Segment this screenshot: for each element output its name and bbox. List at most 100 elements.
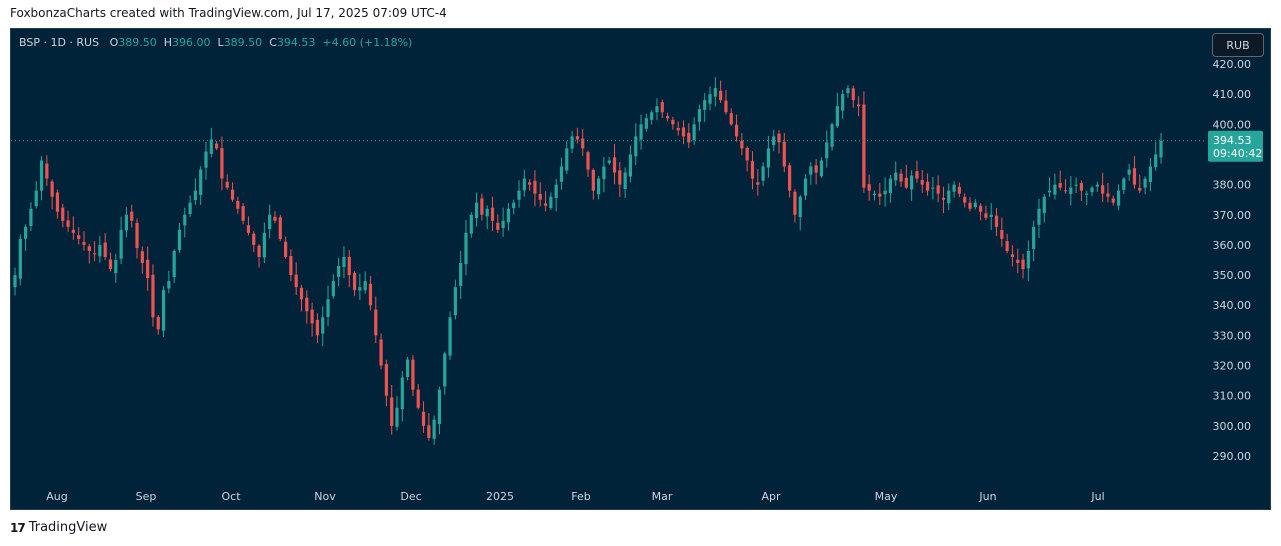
candle-body [676, 127, 680, 131]
candle-body [989, 214, 993, 217]
candle-body [1085, 193, 1089, 195]
candle-body [236, 200, 240, 209]
candle-body [18, 238, 22, 279]
candle-body [1021, 259, 1025, 270]
chart-panel[interactable]: 420.00410.00400.00390.00380.00370.00360.… [10, 28, 1271, 510]
candle-body [193, 190, 197, 201]
x-tick-label: 2025 [486, 490, 514, 503]
candle-body [1069, 187, 1073, 195]
candle-body [597, 178, 601, 195]
price-badge [1208, 130, 1263, 162]
open-value: 389.50 [118, 36, 157, 49]
currency-button[interactable]: RUB [1212, 33, 1264, 57]
candle-body [894, 172, 898, 181]
x-tick-label: Aug [46, 490, 67, 503]
candle-body [628, 154, 633, 177]
candle-body [151, 274, 155, 318]
candle-body [846, 88, 850, 94]
high-value: 396.00 [172, 36, 211, 49]
y-tick-label: 420.00 [1213, 58, 1252, 71]
y-tick-label: 330.00 [1213, 329, 1252, 342]
candle-body [45, 163, 49, 179]
candle-body [1143, 178, 1147, 188]
candle-body [24, 226, 28, 239]
candle-body [501, 220, 505, 228]
candle-body [220, 148, 224, 179]
candle-body [453, 287, 457, 316]
candle-body [671, 119, 675, 125]
candle-body [1047, 190, 1052, 193]
symbol-label[interactable]: BSP · 1D · RUS [19, 36, 100, 49]
candle-body [1090, 187, 1094, 193]
candle-body [342, 256, 346, 268]
candle-body [1095, 184, 1099, 187]
candle-body [644, 118, 648, 129]
candle-body [29, 208, 33, 227]
candle-body [480, 198, 484, 215]
candle-body [246, 225, 251, 233]
candle-body [756, 182, 760, 185]
candle-body [602, 166, 606, 180]
candle-body [374, 309, 378, 336]
candle-body [713, 88, 717, 97]
candle-body [400, 377, 404, 410]
candle-body [772, 136, 776, 146]
candle-body [1111, 198, 1115, 203]
candle-body [862, 104, 866, 188]
candle-body [352, 273, 357, 291]
footer-brand[interactable]: TradingView [28, 520, 108, 535]
candle-body [114, 260, 118, 274]
tradingview-logo-icon[interactable]: 17 [10, 520, 26, 535]
x-tick-label: Jul [1090, 490, 1104, 503]
candle-body [1138, 187, 1142, 191]
candle-body [1010, 254, 1015, 257]
candle-body [798, 196, 802, 218]
candle-body [947, 190, 951, 204]
candle-body [156, 316, 160, 330]
candle-body [729, 113, 733, 125]
candle-body [1000, 230, 1004, 239]
candle-body [474, 202, 479, 219]
y-tick-label: 310.00 [1213, 390, 1252, 403]
y-tick-label: 400.00 [1213, 118, 1252, 131]
candle-body [809, 166, 813, 175]
candle-body [1154, 154, 1158, 168]
candle-body [140, 251, 144, 264]
candle-body [204, 151, 208, 168]
y-tick-label: 320.00 [1213, 360, 1252, 373]
candlestick-chart[interactable]: 420.00410.00400.00390.00380.00370.00360.… [11, 29, 1271, 510]
low-label: L [217, 36, 224, 49]
candle-body [459, 263, 463, 286]
y-tick-label: 300.00 [1213, 420, 1252, 433]
candle-body [761, 166, 765, 181]
candle-body [559, 166, 564, 182]
close-label: C [269, 36, 277, 49]
candle-body [925, 181, 930, 191]
candle-body [1058, 183, 1062, 188]
candle-body [278, 217, 282, 239]
candle-body [411, 359, 415, 390]
candle-body [188, 202, 192, 214]
candle-body [130, 211, 134, 221]
candle-body [199, 169, 203, 195]
candle-body [390, 397, 394, 426]
candle-body [432, 419, 436, 439]
candle-body [119, 229, 123, 259]
candle-body [888, 178, 893, 194]
candle-body [994, 215, 999, 227]
candle-body [703, 100, 707, 110]
candle-body [819, 160, 824, 177]
candle-body [554, 184, 558, 199]
candle-body [331, 281, 335, 297]
candle-body [183, 214, 187, 226]
candle-body [745, 147, 749, 161]
candle-body [98, 244, 102, 257]
candle-body [724, 100, 728, 113]
candle-body [161, 290, 166, 331]
candle-body [124, 214, 129, 231]
candle-body [252, 233, 256, 245]
candle-body [570, 136, 574, 149]
candle-body [326, 299, 330, 317]
candle-body [517, 190, 521, 200]
candle-body [851, 88, 855, 101]
